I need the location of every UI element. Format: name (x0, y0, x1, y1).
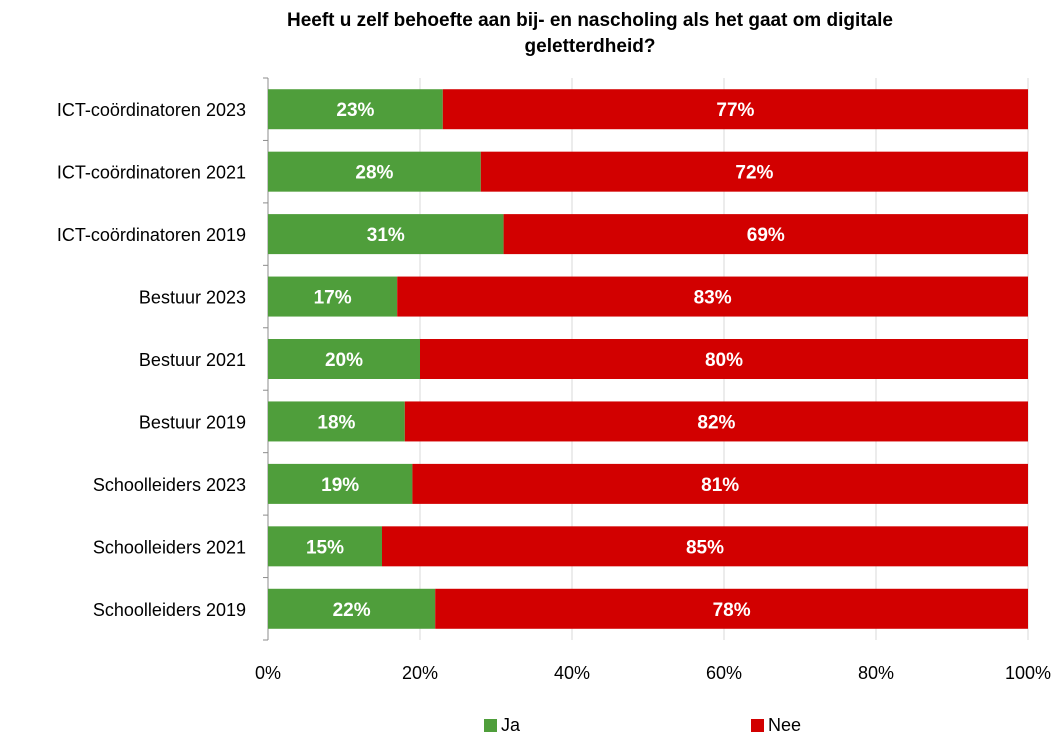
data-label: 20% (325, 350, 363, 371)
legend-label-ja: Ja (501, 715, 521, 735)
data-label: 82% (697, 412, 735, 433)
category-label: Bestuur 2021 (139, 350, 246, 370)
bar-nee (382, 526, 1028, 567)
data-label: 69% (747, 225, 785, 246)
data-label: 22% (333, 600, 371, 621)
chart-title-line-2: geletterdheid? (524, 36, 656, 57)
bar-nee (480, 151, 1028, 192)
data-label: 17% (314, 288, 352, 309)
data-label: 78% (713, 600, 751, 621)
data-label: 15% (306, 537, 344, 558)
chart-title-line-1: Heeft u zelf behoefte aan bij- en nascho… (287, 10, 893, 31)
legend-label-nee: Nee (768, 715, 801, 735)
x-tick-label: 40% (554, 663, 590, 683)
bar-nee (397, 276, 1028, 317)
data-label: 72% (735, 163, 773, 184)
bar-ja (268, 276, 398, 317)
legend-swatch-nee (751, 719, 764, 732)
bar-nee (412, 463, 1028, 504)
data-label: 80% (705, 350, 743, 371)
bar-nee (442, 89, 1028, 130)
category-label: Schoolleiders 2019 (93, 600, 246, 620)
bar-ja (268, 526, 382, 567)
x-tick-label: 80% (858, 663, 894, 683)
bar-ja (268, 588, 436, 629)
x-tick-label: 0% (255, 663, 281, 683)
x-tick-label: 60% (706, 663, 742, 683)
category-label: Bestuur 2023 (139, 288, 246, 308)
data-label: 19% (321, 475, 359, 496)
data-label: 77% (716, 100, 754, 121)
bar-ja (268, 151, 481, 192)
data-label: 81% (701, 475, 739, 496)
bar-ja (268, 339, 420, 379)
bar-nee (420, 339, 1028, 379)
bar-ja (268, 89, 443, 130)
x-tick-label: 100% (1005, 663, 1051, 683)
bar-nee (404, 401, 1028, 442)
data-label: 18% (317, 412, 355, 433)
legend-swatch-ja (484, 719, 497, 732)
category-label: Schoolleiders 2021 (93, 537, 246, 557)
category-label: ICT-coördinatoren 2021 (57, 163, 246, 183)
bar-nee (503, 214, 1029, 255)
bar-nee (435, 588, 1028, 629)
data-label: 28% (355, 163, 393, 184)
category-label: Schoolleiders 2023 (93, 475, 246, 495)
x-tick-label: 20% (402, 663, 438, 683)
data-label: 85% (686, 537, 724, 558)
bar-ja (268, 214, 504, 255)
category-label: Bestuur 2019 (139, 412, 246, 432)
bar-ja (268, 401, 405, 442)
bar-ja (268, 463, 413, 504)
category-label: ICT-coördinatoren 2019 (57, 225, 246, 245)
chart-title: Heeft u zelf behoefte aan bij- en nascho… (200, 8, 980, 60)
category-label: ICT-coördinatoren 2023 (57, 100, 246, 120)
data-label: 31% (367, 225, 405, 246)
data-label: 83% (694, 288, 732, 309)
data-label: 23% (336, 100, 374, 121)
